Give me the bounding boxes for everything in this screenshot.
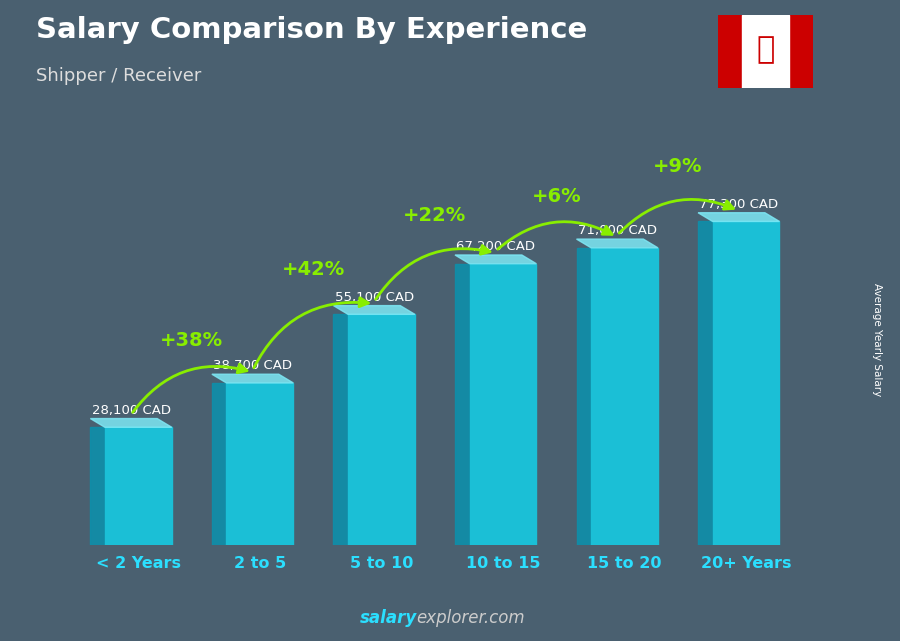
Polygon shape <box>455 255 536 263</box>
Polygon shape <box>698 222 713 545</box>
Bar <box>713 222 779 545</box>
Text: 67,200 CAD: 67,200 CAD <box>456 240 536 253</box>
Text: Salary Comparison By Experience: Salary Comparison By Experience <box>36 16 587 44</box>
Polygon shape <box>577 248 591 545</box>
Bar <box>789 15 813 88</box>
Text: +38%: +38% <box>160 331 223 351</box>
Polygon shape <box>90 428 105 545</box>
Text: 28,100 CAD: 28,100 CAD <box>92 404 171 417</box>
Polygon shape <box>90 419 172 428</box>
Polygon shape <box>455 263 470 545</box>
Text: +22%: +22% <box>403 206 466 225</box>
Text: 38,700 CAD: 38,700 CAD <box>213 359 292 372</box>
Polygon shape <box>333 306 415 314</box>
Polygon shape <box>212 383 227 545</box>
Bar <box>718 15 742 88</box>
Text: 77,300 CAD: 77,300 CAD <box>699 197 778 211</box>
Text: explorer.com: explorer.com <box>417 609 526 627</box>
Polygon shape <box>577 239 658 248</box>
Text: 71,000 CAD: 71,000 CAD <box>578 224 657 237</box>
Polygon shape <box>698 213 779 222</box>
Bar <box>591 248 658 545</box>
Bar <box>470 263 536 545</box>
Text: +6%: +6% <box>532 187 581 206</box>
Bar <box>348 314 415 545</box>
Text: salary: salary <box>359 609 417 627</box>
Text: +42%: +42% <box>282 260 345 279</box>
Text: Average Yearly Salary: Average Yearly Salary <box>872 283 883 396</box>
Text: 🍁: 🍁 <box>756 35 775 64</box>
Text: +9%: +9% <box>653 157 703 176</box>
Bar <box>105 428 172 545</box>
Polygon shape <box>333 314 348 545</box>
Bar <box>227 383 293 545</box>
Text: Shipper / Receiver: Shipper / Receiver <box>36 67 202 85</box>
Text: 55,100 CAD: 55,100 CAD <box>335 290 414 304</box>
Bar <box>742 15 789 88</box>
Polygon shape <box>212 374 293 383</box>
